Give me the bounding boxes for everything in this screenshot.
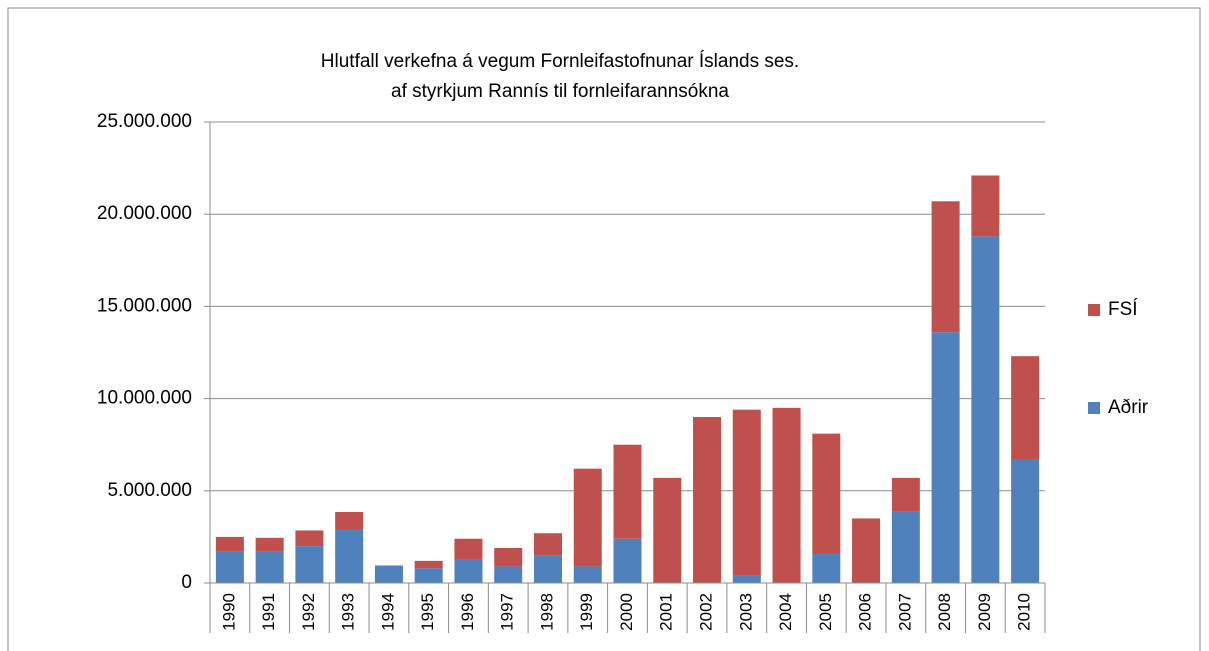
- y-tick-label: 0: [181, 572, 192, 593]
- x-tick-label: 1992: [299, 593, 318, 631]
- bar-segment: [454, 538, 483, 560]
- bar-segment: [931, 201, 960, 333]
- bar-segment: [1011, 356, 1040, 460]
- x-tick-label: 2010: [1015, 593, 1034, 631]
- bar-segment: [613, 444, 642, 539]
- x-tick-label: 2008: [935, 593, 954, 631]
- x-tick-label: 1990: [219, 593, 238, 631]
- x-tick-label: 1997: [498, 593, 517, 631]
- bar-segment: [255, 551, 284, 583]
- bar-segment: [255, 537, 284, 552]
- x-tick-label: 1993: [339, 593, 358, 631]
- x-tick-label: 1994: [378, 593, 397, 631]
- bar-segment: [613, 538, 642, 583]
- x-tick-label: 2005: [816, 593, 835, 631]
- chart-frame: [7, 7, 1201, 651]
- y-tick-label: 5.000.000: [107, 480, 192, 501]
- bar-segment: [971, 236, 1000, 583]
- bar-segment: [215, 536, 244, 552]
- y-tick-label: 10.000.000: [97, 388, 192, 409]
- bar-segment: [494, 547, 523, 567]
- bar-segment: [295, 530, 324, 547]
- bar-segment: [335, 529, 364, 583]
- x-tick-label: 1991: [259, 593, 278, 631]
- legend-swatch: [1088, 304, 1100, 316]
- x-tick-label: 2004: [776, 593, 795, 631]
- bar-segment: [414, 560, 443, 569]
- x-tick-label: 2007: [895, 593, 914, 631]
- bar-segment: [891, 511, 920, 583]
- chart-title: af styrkjum Rannís til fornleifarannsókn…: [391, 81, 729, 102]
- bar-segment: [653, 477, 682, 583]
- x-tick-label: 1996: [458, 593, 477, 631]
- bar-segment: [1011, 459, 1040, 583]
- bar-segment: [732, 575, 761, 583]
- x-tick-label: 2001: [657, 593, 676, 631]
- y-tick-label: 20.000.000: [97, 203, 192, 224]
- legend-swatch: [1088, 402, 1100, 414]
- bar-segment: [414, 568, 443, 583]
- x-tick-label: 2006: [856, 593, 875, 631]
- bar-segment: [573, 566, 602, 583]
- bar-segment: [533, 555, 562, 583]
- x-tick-label: 2003: [736, 593, 755, 631]
- bar-segment: [374, 565, 403, 583]
- x-tick-label: 1995: [418, 593, 437, 631]
- bar-segment: [454, 559, 483, 583]
- bar-segment: [533, 533, 562, 556]
- x-tick-label: 2009: [975, 593, 994, 631]
- bar-segment: [693, 417, 722, 583]
- legend-label: Aðrir: [1108, 397, 1149, 418]
- x-tick-label: 1998: [537, 593, 556, 631]
- bar-segment: [891, 477, 920, 512]
- y-tick-label: 25.000.000: [97, 111, 192, 132]
- bar-segment: [931, 332, 960, 583]
- x-tick-label: 2002: [697, 593, 716, 631]
- bar-segment: [335, 512, 364, 530]
- bar-segment: [295, 546, 324, 583]
- y-tick-label: 15.000.000: [97, 295, 192, 316]
- bar-segment: [732, 409, 761, 576]
- chart-title: Hlutfall verkefna á vegum Fornleifastofn…: [321, 51, 799, 72]
- bar-segment: [215, 551, 244, 583]
- bar-segment: [772, 407, 801, 583]
- bar-segment: [971, 175, 1000, 237]
- x-tick-label: 1999: [577, 593, 596, 631]
- x-tick-label: 2000: [617, 593, 636, 631]
- bar-segment: [812, 553, 841, 583]
- bar-segment: [494, 566, 523, 583]
- bar-segment: [573, 468, 602, 567]
- bar-segment: [852, 518, 881, 583]
- legend-label: FSÍ: [1108, 299, 1138, 320]
- bar-segment: [812, 433, 841, 554]
